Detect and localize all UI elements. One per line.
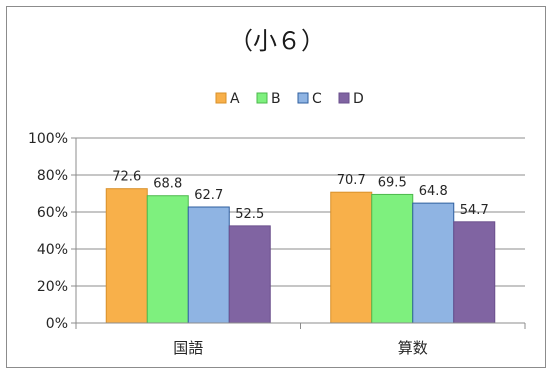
legend-swatch-c — [298, 93, 308, 103]
data-label: 54.7 — [460, 203, 489, 218]
legend-label-b: B — [271, 91, 281, 107]
data-label: 72.6 — [112, 170, 141, 185]
bar-b-2 — [372, 194, 413, 323]
bar-chart: （小６） A B C D 72.6 68.8 62.7 52.5 70.7 69.5 64.8 54… — [7, 7, 547, 369]
legend-label-d: D — [353, 91, 364, 107]
category-label: 算数 — [398, 339, 428, 357]
chart-frame: （小６） A B C D 72.6 68.8 62.7 52.5 70.7 69.5 64.8 54… — [6, 6, 546, 368]
y-tick-label: 100% — [28, 131, 68, 147]
y-tick-label: 40% — [37, 242, 68, 258]
y-tick-label: 20% — [37, 279, 68, 295]
bar-b-1 — [147, 196, 188, 323]
legend-label-a: A — [230, 91, 240, 107]
bar-c-1 — [188, 207, 229, 323]
data-label: 62.7 — [194, 188, 223, 203]
bar-d-1 — [229, 226, 270, 323]
legend-swatch-a — [216, 93, 226, 103]
chart-title: （小６） — [229, 27, 325, 55]
legend-swatch-b — [257, 93, 267, 103]
bar-d-2 — [454, 222, 495, 323]
legend-label-c: C — [312, 91, 322, 107]
legend-swatch-d — [339, 93, 349, 103]
bar-a-1 — [106, 189, 147, 323]
y-tick-label: 0% — [46, 316, 68, 332]
y-tick-label: 80% — [37, 168, 68, 184]
data-label: 70.7 — [337, 173, 366, 188]
bar-c-2 — [413, 203, 454, 323]
data-label: 68.8 — [153, 177, 182, 192]
data-label: 64.8 — [419, 184, 448, 199]
legend: A B C D — [216, 91, 364, 107]
bar-a-2 — [331, 192, 372, 323]
bars — [106, 189, 495, 323]
y-tick-label: 60% — [37, 205, 68, 221]
category-label: 国語 — [173, 339, 203, 357]
data-label: 52.5 — [235, 207, 264, 222]
data-label: 69.5 — [378, 175, 407, 190]
